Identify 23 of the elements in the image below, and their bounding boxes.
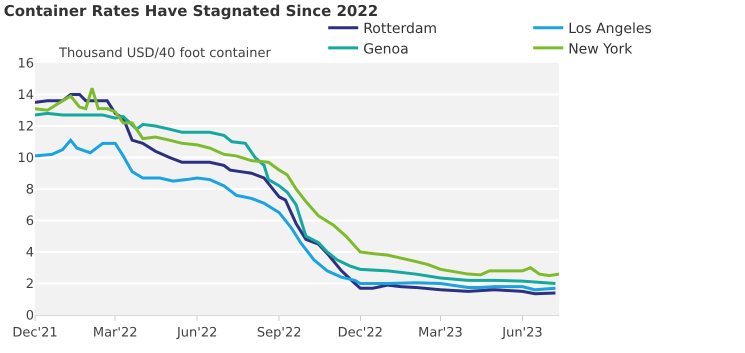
line-series — [35, 138, 557, 292]
y-tick-label: 16 — [17, 56, 34, 72]
x-tick-label: Jun'23 — [501, 326, 543, 341]
x-tick-label: Mar'23 — [418, 326, 463, 341]
chart-subtitle: Thousand USD/40 foot container — [58, 46, 272, 61]
x-tick-label: Jun'22 — [176, 326, 218, 341]
y-tick-label: 14 — [17, 88, 34, 104]
y-tick-label: 10 — [17, 151, 34, 166]
y-tick-label: 0 — [26, 308, 34, 324]
chart-title: Container Rates Have Stagnated Since 2022 — [4, 2, 378, 20]
legend-label: Rotterdam — [363, 21, 438, 38]
legend-label: Los Angeles — [568, 21, 652, 38]
legend-label: Genoa — [363, 41, 409, 58]
y-tick-label: 6 — [26, 214, 34, 230]
y-tick-label: 12 — [17, 120, 34, 135]
y-tick-label: 8 — [26, 182, 34, 198]
x-tick-label: Mar'22 — [92, 326, 138, 341]
y-tick-label: 2 — [26, 277, 34, 292]
x-tick-label: Sep'22 — [256, 326, 302, 341]
x-tick-label: Dec'21 — [12, 326, 58, 341]
y-tick-label: 4 — [26, 246, 34, 261]
legend-label: New York — [568, 41, 634, 58]
x-tick-label: Dec'22 — [338, 326, 383, 341]
